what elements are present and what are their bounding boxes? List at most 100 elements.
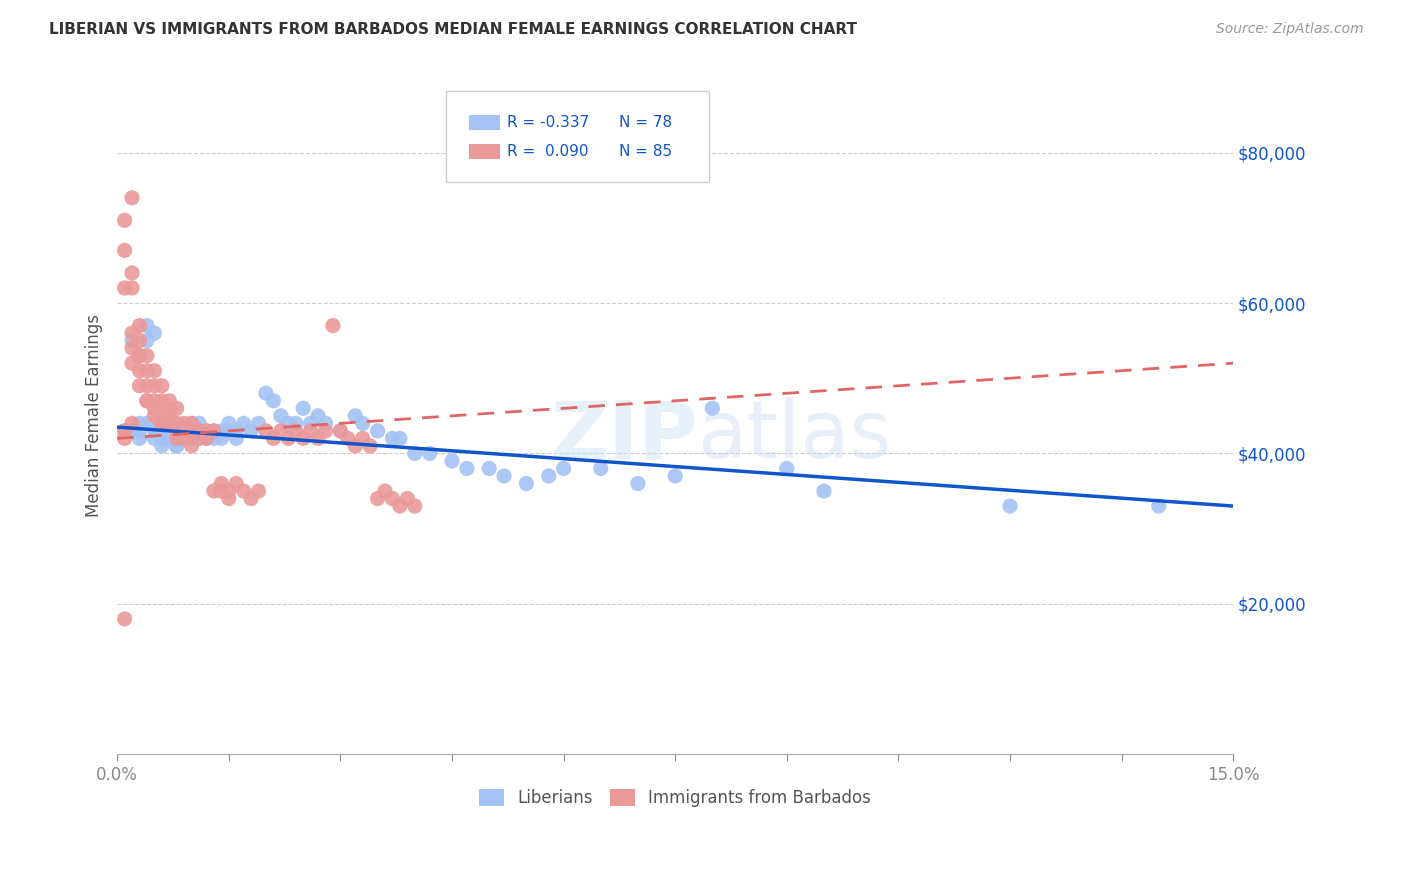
Point (225, 431, 247, 445)
Point (240, 424, 263, 438)
Point (114, 431, 136, 445)
Point (128, 417, 150, 431)
Point (114, 612, 136, 626)
Point (121, 417, 143, 431)
Point (180, 417, 202, 431)
Point (143, 431, 166, 445)
Point (262, 393, 284, 408)
Point (270, 409, 292, 423)
Text: LIBERIAN VS IMMIGRANTS FROM BARBADOS MEDIAN FEMALE EARNINGS CORRELATION CHART: LIBERIAN VS IMMIGRANTS FROM BARBADOS MED… (49, 22, 858, 37)
Point (128, 349, 150, 363)
Text: N = 78: N = 78 (620, 115, 672, 130)
Text: R = -0.337: R = -0.337 (506, 115, 589, 130)
Point (166, 424, 188, 438)
Point (702, 401, 724, 416)
Point (202, 424, 225, 438)
Point (188, 431, 211, 445)
Point (136, 393, 159, 408)
Point (195, 424, 218, 438)
Point (232, 417, 254, 431)
Point (128, 334, 150, 348)
Point (173, 431, 195, 445)
Point (136, 378, 159, 392)
Point (515, 476, 537, 491)
Point (388, 431, 411, 445)
Point (128, 431, 150, 445)
Point (121, 334, 143, 348)
Point (262, 431, 284, 445)
Point (150, 424, 173, 438)
Point (173, 417, 195, 431)
Point (404, 446, 426, 460)
Point (136, 334, 159, 348)
Point (537, 469, 560, 483)
Point (157, 401, 180, 416)
Point (143, 401, 166, 416)
Point (270, 424, 292, 438)
Point (344, 439, 367, 453)
Point (284, 424, 307, 438)
Point (173, 431, 195, 445)
Point (150, 409, 173, 423)
Point (180, 424, 202, 438)
Point (277, 431, 299, 445)
Point (352, 417, 374, 431)
Point (627, 476, 650, 491)
Point (157, 431, 180, 445)
Point (150, 439, 173, 453)
Point (240, 491, 263, 506)
Point (114, 281, 136, 295)
Point (396, 491, 419, 506)
Point (143, 378, 166, 392)
Point (143, 393, 166, 408)
Point (143, 326, 166, 340)
Point (315, 417, 337, 431)
Point (173, 424, 195, 438)
Point (166, 431, 188, 445)
Point (166, 439, 188, 453)
Point (247, 483, 270, 498)
Point (150, 417, 173, 431)
FancyBboxPatch shape (446, 91, 709, 182)
Point (166, 424, 188, 438)
Point (209, 476, 232, 491)
Point (114, 244, 136, 258)
Point (232, 483, 254, 498)
Point (143, 424, 166, 438)
Point (121, 341, 143, 355)
Point (254, 424, 277, 438)
Point (307, 431, 329, 445)
Point (292, 431, 315, 445)
Text: R =  0.090: R = 0.090 (506, 144, 588, 159)
Text: ZIP: ZIP (550, 397, 697, 475)
Point (292, 401, 315, 416)
Point (166, 417, 188, 431)
Point (128, 349, 150, 363)
Point (336, 431, 359, 445)
Point (121, 191, 143, 205)
Point (136, 349, 159, 363)
Point (180, 439, 202, 453)
Point (188, 424, 211, 438)
Point (180, 417, 202, 431)
Point (128, 364, 150, 378)
Point (404, 499, 426, 513)
Point (284, 417, 307, 431)
Point (114, 213, 136, 227)
Point (440, 454, 463, 468)
Point (157, 417, 180, 431)
Point (367, 491, 389, 506)
Point (307, 409, 329, 423)
Point (157, 431, 180, 445)
Point (352, 431, 374, 445)
Point (136, 318, 159, 333)
Point (150, 417, 173, 431)
Point (180, 431, 202, 445)
Point (478, 461, 501, 475)
Point (150, 431, 173, 445)
Point (202, 483, 225, 498)
Point (121, 266, 143, 280)
Text: atlas: atlas (697, 397, 891, 475)
Point (128, 424, 150, 438)
Y-axis label: Median Female Earnings: Median Female Earnings (86, 314, 103, 517)
